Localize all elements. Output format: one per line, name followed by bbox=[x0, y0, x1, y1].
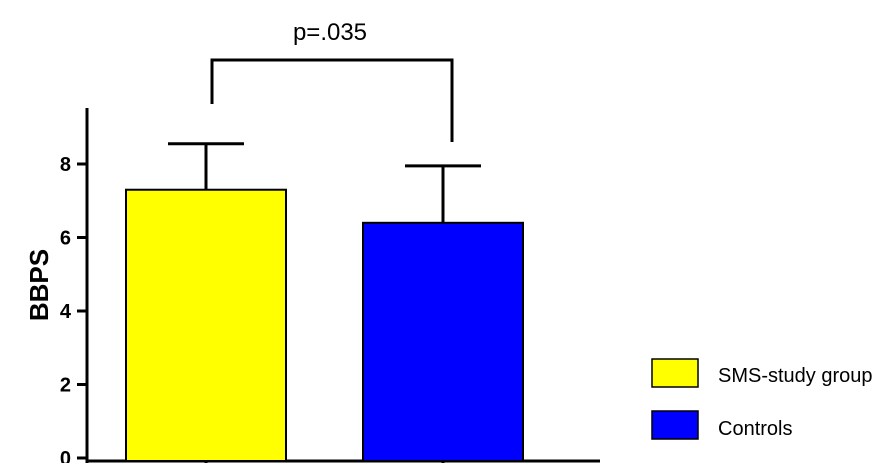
legend-label-controls: Controls bbox=[718, 418, 792, 440]
y-tick-label: 0 bbox=[60, 448, 71, 463]
y-tick-label: 8 bbox=[60, 154, 71, 176]
y-tick-label: 4 bbox=[60, 301, 72, 323]
legend: SMS-study group Controls bbox=[651, 358, 873, 440]
error-bar-controls bbox=[405, 164, 481, 223]
y-ticks: 0 2 4 6 8 bbox=[60, 154, 87, 463]
legend-swatch-sms-study-group bbox=[651, 358, 699, 388]
error-bar-sms-study-group bbox=[168, 142, 244, 190]
bars bbox=[125, 142, 524, 463]
y-tick-label: 6 bbox=[60, 228, 71, 250]
p-value-annotation: p=.035 bbox=[293, 19, 367, 46]
y-tick-label: 2 bbox=[60, 375, 71, 397]
y-axis-label: BBPS bbox=[24, 249, 54, 321]
bar-controls bbox=[362, 221, 524, 462]
significance-bracket bbox=[210, 58, 454, 142]
legend-label-sms-study-group: SMS-study group bbox=[718, 365, 873, 387]
legend-swatch-controls bbox=[651, 410, 699, 440]
bar-sms-study-group bbox=[125, 188, 287, 462]
